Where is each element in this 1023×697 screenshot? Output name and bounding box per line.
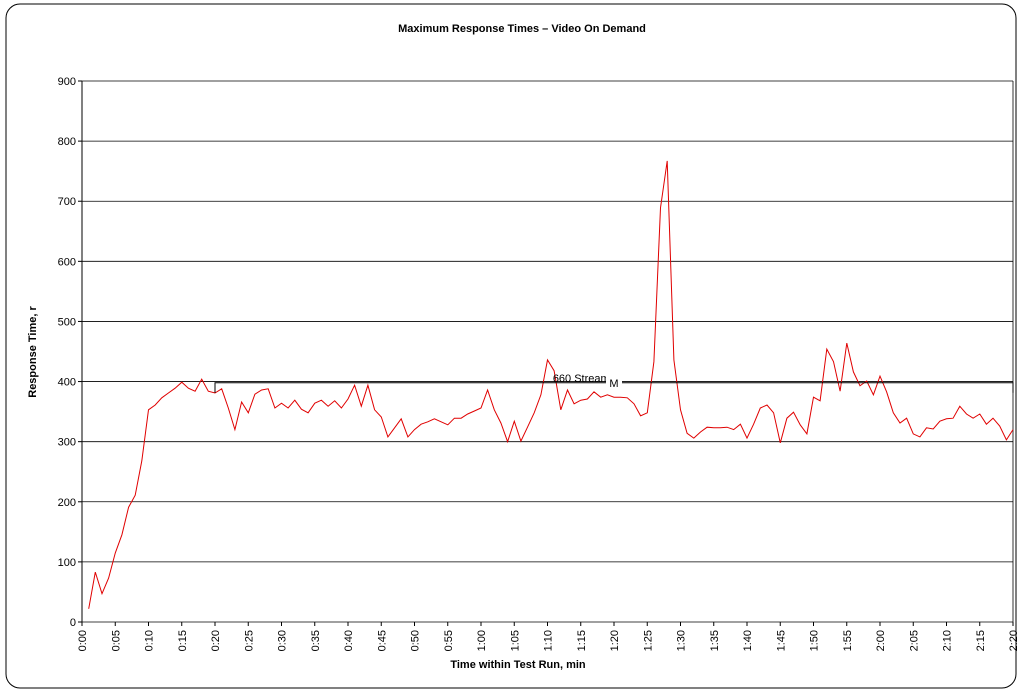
x-tick-label: 1:45 (775, 630, 787, 651)
x-tick-label: 0:00 (77, 630, 89, 651)
x-tick-label: 1:25 (642, 630, 654, 651)
x-tick-label: 0:15 (177, 630, 189, 651)
y-tick-label: 400 (58, 377, 76, 389)
x-tick-label: 0:30 (277, 630, 289, 651)
data-line (88, 160, 1014, 609)
x-tick-label: 1:55 (842, 630, 854, 651)
x-tick-label: 0:45 (376, 630, 388, 651)
x-tick-label: 1:05 (509, 630, 521, 651)
x-tick-label: 1:30 (676, 630, 688, 651)
x-tick-label: 1:10 (543, 630, 555, 651)
annotation-marker-bg (606, 375, 622, 390)
x-tick-label: 2:15 (975, 630, 987, 651)
x-tick-label: 0:25 (243, 630, 255, 651)
x-tick-label: 2:00 (875, 630, 887, 651)
y-tick-label: 100 (58, 557, 76, 569)
x-tick-label: 1:00 (476, 630, 488, 651)
x-tick-label: 0:35 (310, 630, 322, 651)
x-tick-label: 0:20 (210, 630, 222, 651)
x-tick-label: 1:15 (576, 630, 588, 651)
y-tick-label: 500 (58, 316, 76, 328)
chart-title: Maximum Response Times – Video On Demand (398, 23, 646, 35)
y-tick-label: 700 (58, 196, 76, 208)
y-tick-label: 300 (58, 437, 76, 449)
x-tick-label: 1:50 (809, 630, 821, 651)
y-tick-label: 200 (58, 497, 76, 509)
x-tick-label: 2:20 (1008, 630, 1020, 651)
y-axis-title: Response Time, r (27, 306, 39, 398)
annotation-marker: M (609, 378, 618, 390)
x-axis-title: Time within Test Run, min (450, 659, 586, 671)
x-tick-label: 1:35 (709, 630, 721, 651)
x-tick-label: 0:40 (343, 630, 355, 651)
x-tick-label: 2:10 (942, 630, 954, 651)
y-tick-label: 800 (58, 136, 76, 148)
y-tick-label: 0 (70, 617, 76, 629)
y-tick-label: 900 (58, 76, 76, 88)
x-tick-label: 1:40 (742, 630, 754, 651)
annotation-label: 660 Streams (553, 373, 616, 385)
x-tick-label: 0:50 (410, 630, 422, 651)
x-tick-label: 0:05 (110, 630, 122, 651)
chart-frame (5, 3, 1017, 689)
x-tick-label: 2:05 (908, 630, 920, 651)
y-tick-label: 600 (58, 256, 76, 268)
x-tick-label: 0:55 (443, 630, 455, 651)
x-tick-label: 1:20 (609, 630, 621, 651)
x-tick-label: 0:10 (144, 630, 156, 651)
